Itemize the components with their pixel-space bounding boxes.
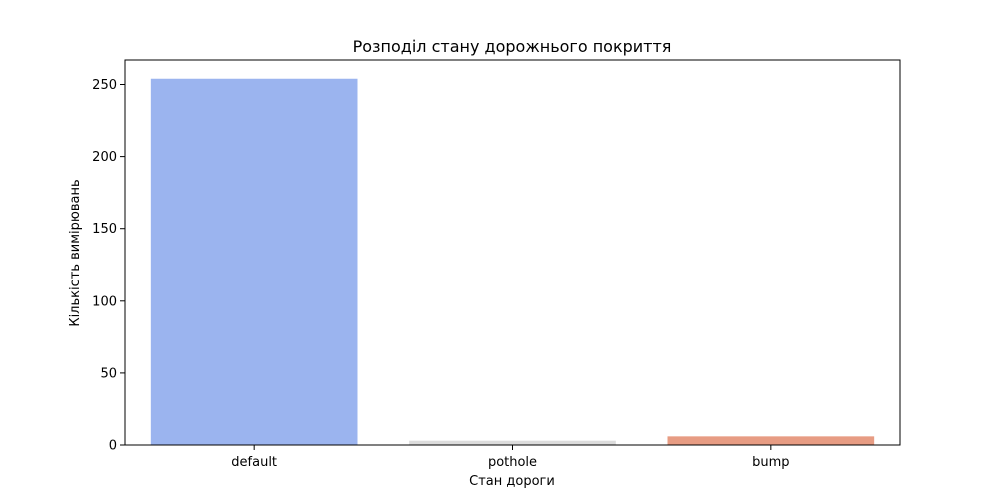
bar-default bbox=[150, 78, 358, 446]
x-tick-label: default bbox=[231, 455, 277, 470]
bar-bump bbox=[667, 436, 875, 445]
plot-frame bbox=[124, 59, 901, 446]
bar-pothole bbox=[409, 440, 616, 445]
x-tick-label: pothole bbox=[488, 455, 537, 470]
x-tick-label: bump bbox=[752, 455, 789, 470]
y-tick-label: 150 bbox=[92, 222, 117, 237]
y-tick-label: 50 bbox=[100, 366, 117, 381]
y-axis-label: Кількість вимірювань bbox=[68, 179, 83, 326]
y-tick-label: 200 bbox=[92, 150, 117, 165]
chart-title: Розподіл стану дорожнього покриття bbox=[353, 37, 672, 56]
x-axis-ticks: default pothole bump bbox=[231, 445, 790, 470]
y-tick-label: 250 bbox=[92, 78, 117, 93]
y-axis-ticks: 0 50 100 150 200 250 bbox=[92, 78, 125, 454]
y-tick-label: 0 bbox=[109, 439, 117, 454]
x-axis-label: Стан дороги bbox=[469, 474, 555, 489]
y-tick-label: 100 bbox=[92, 294, 117, 309]
bars-group bbox=[150, 78, 875, 446]
